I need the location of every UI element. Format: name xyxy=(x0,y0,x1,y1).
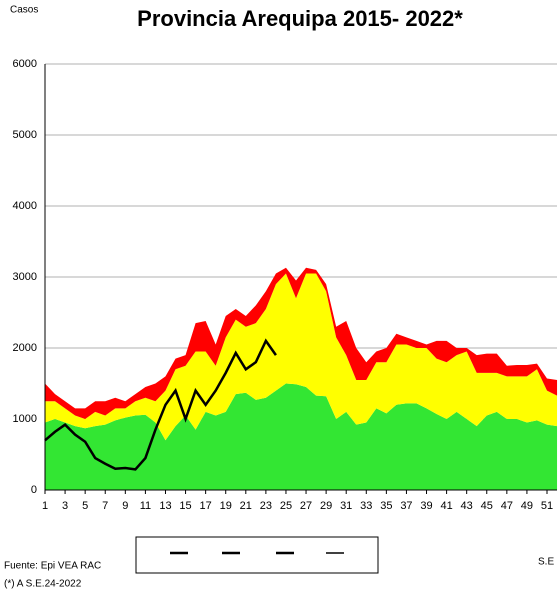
x-tick-label: 31 xyxy=(340,500,352,512)
x-tick-label: 5 xyxy=(82,500,88,512)
legend xyxy=(135,536,379,574)
area xyxy=(45,267,558,419)
x-tick-label: 13 xyxy=(159,500,171,512)
source: Fuente: Epi VEA RAC xyxy=(4,561,101,572)
area xyxy=(45,383,558,490)
y-tick-label: 6000 xyxy=(13,58,37,70)
x-tick-label: 17 xyxy=(200,500,212,512)
x-tick-label: 1 xyxy=(42,500,48,512)
x-tick-label: 39 xyxy=(420,500,432,512)
line xyxy=(44,338,277,471)
x-tick-label: 25 xyxy=(280,500,292,512)
x-axis-label: S.E xyxy=(538,557,554,568)
x-tick-label: 45 xyxy=(481,500,493,512)
x-tick-label: 35 xyxy=(380,500,392,512)
note: (*) A S.E.24-2022 xyxy=(4,579,82,590)
x-tick-label: 37 xyxy=(400,500,412,512)
y-tick-label: 5000 xyxy=(13,129,37,141)
x-tick-label: 19 xyxy=(220,500,232,512)
x-tick-label: 7 xyxy=(102,500,108,512)
x-tick-label: 29 xyxy=(320,500,332,512)
x-tick-label: 27 xyxy=(300,500,312,512)
y-tick-label: 0 xyxy=(31,484,37,496)
x-tick-label: 51 xyxy=(541,500,553,512)
x-tick-label: 49 xyxy=(521,500,533,512)
y-axis-label: Casos xyxy=(10,5,38,16)
area xyxy=(45,273,558,441)
x-tick-label: 23 xyxy=(260,500,272,512)
y-tick-label: 2000 xyxy=(13,342,37,354)
chart-title: Provincia Arequipa 2015- 2022* xyxy=(137,6,463,31)
y-tick-label: 1000 xyxy=(13,413,37,425)
x-tick-label: 47 xyxy=(501,500,513,512)
x-tick-label: 41 xyxy=(440,500,452,512)
x-tick-label: 3 xyxy=(62,500,68,512)
y-tick-label: 4000 xyxy=(13,200,37,212)
y-tick-label: 3000 xyxy=(13,271,37,283)
x-tick-label: 15 xyxy=(179,500,191,512)
x-tick-label: 21 xyxy=(240,500,252,512)
legend-box xyxy=(135,536,379,574)
x-tick-label: 9 xyxy=(122,500,128,512)
x-tick-label: 11 xyxy=(140,500,151,512)
x-tick-label: 43 xyxy=(461,500,473,512)
x-tick-label: 33 xyxy=(360,500,372,512)
